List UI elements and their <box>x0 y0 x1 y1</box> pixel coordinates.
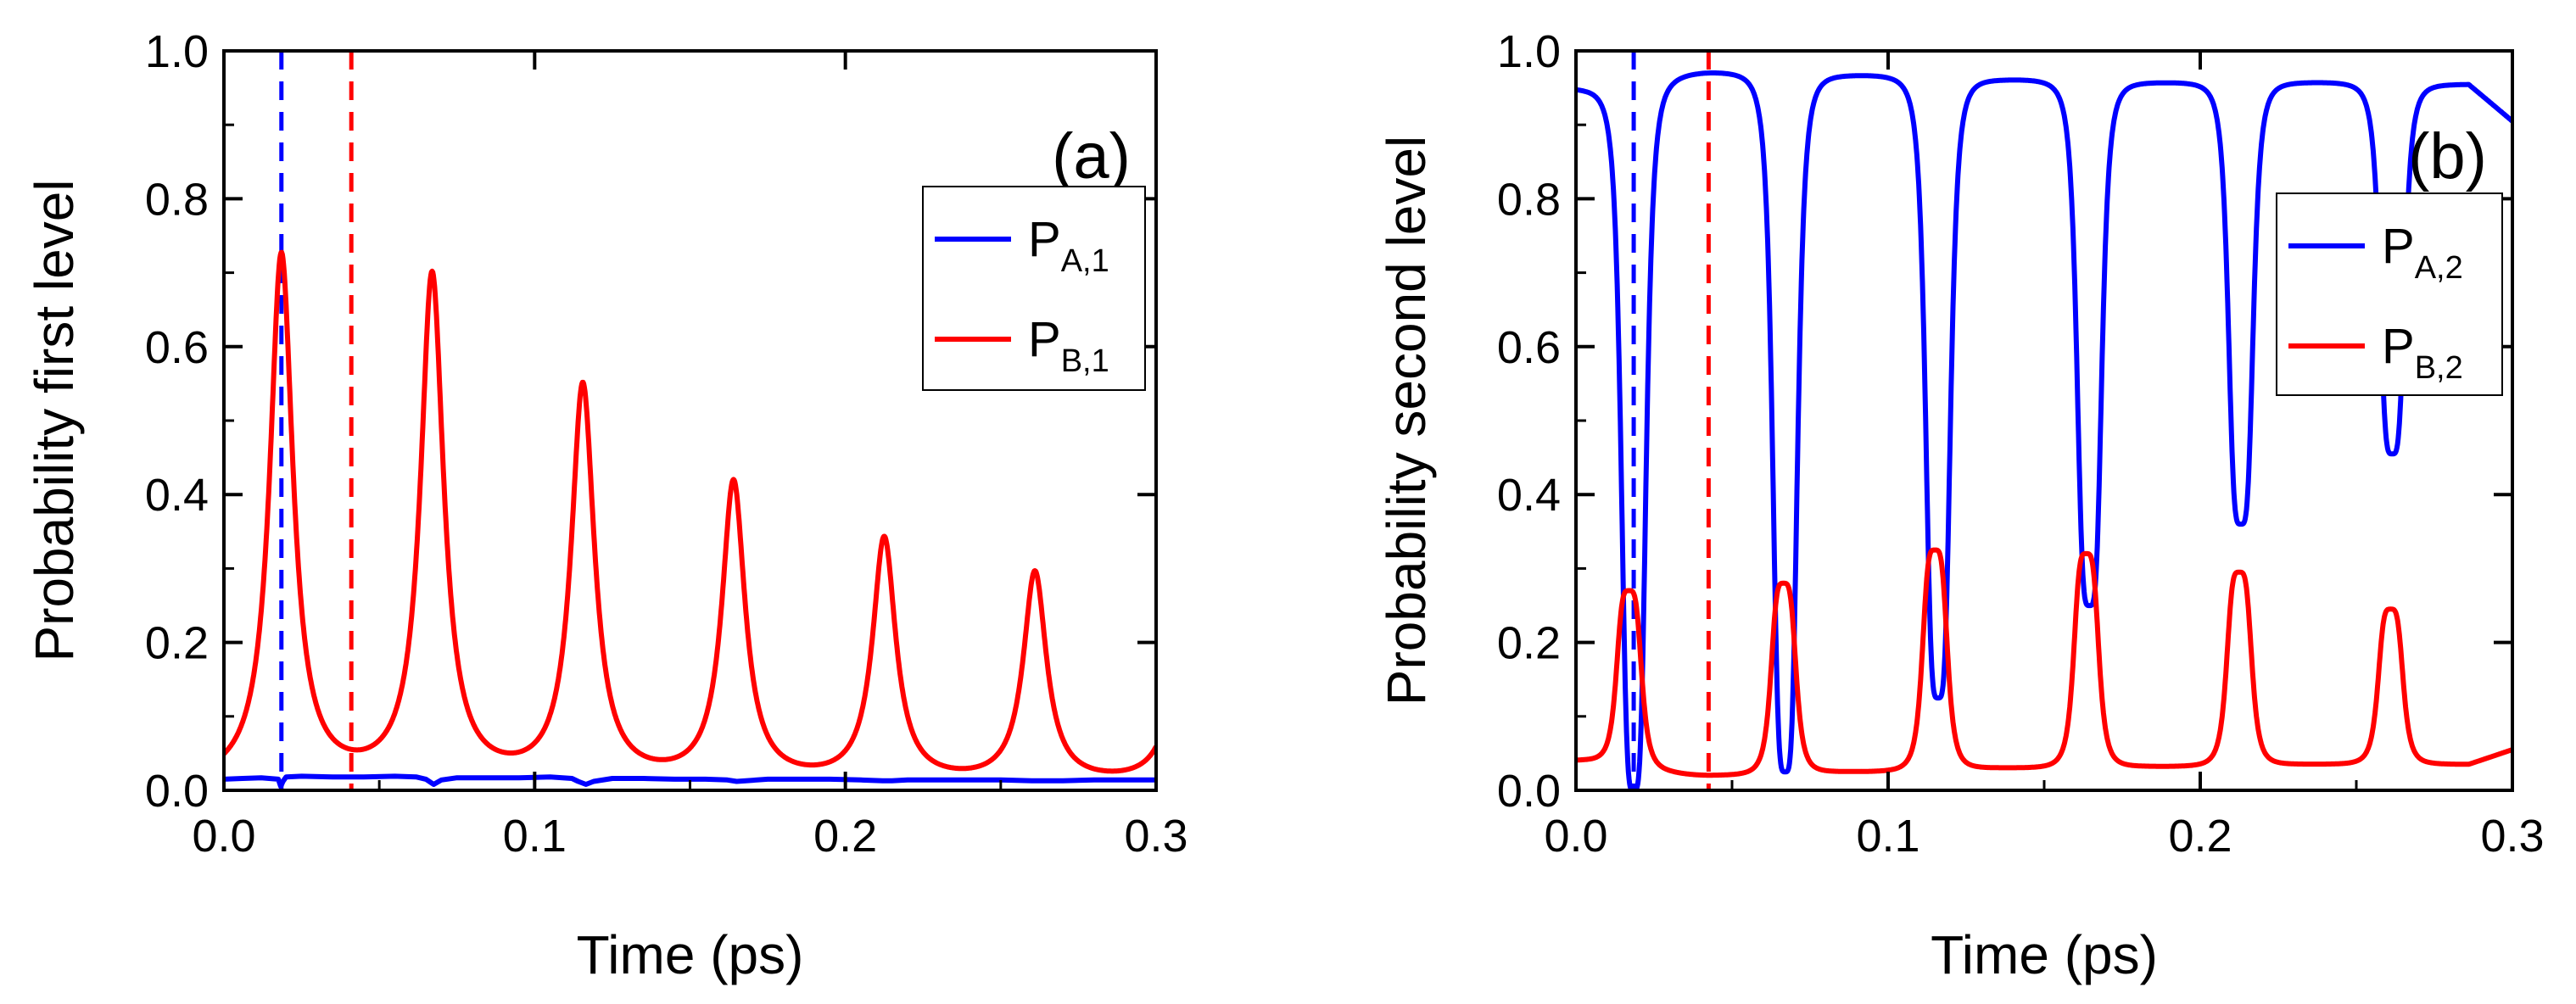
legend-entry: PA,2 <box>2382 219 2463 286</box>
x-tick-label: 0.2 <box>813 811 877 862</box>
x-tick-label: 0.2 <box>2168 811 2232 862</box>
axes-frame <box>222 49 1158 792</box>
y-axis-title: Probability second level <box>1376 136 1437 706</box>
panel-label: (a) <box>1052 120 1131 192</box>
x-tick-label: 0.0 <box>1544 811 1607 862</box>
series-line-A-2 <box>1576 70 2512 790</box>
y-tick-label: 1.0 <box>1497 26 1561 77</box>
y-axis-title: Probability first level <box>24 179 85 661</box>
y-tick-label: 0.6 <box>145 322 209 373</box>
x-axis-title: Time (ps) <box>1931 924 2158 985</box>
y-tick-label: 0.2 <box>1497 618 1561 669</box>
y-tick-label: 0.2 <box>145 618 209 669</box>
x-tick-label: 0.3 <box>2480 811 2544 862</box>
x-tick-label: 0.3 <box>1124 811 1187 862</box>
plot-area <box>1576 51 2512 790</box>
panel-label: (b) <box>2408 120 2487 192</box>
y-tick-label: 1.0 <box>145 26 209 77</box>
x-axis-title: Time (ps) <box>577 924 804 985</box>
y-tick-label: 0.0 <box>1497 766 1561 817</box>
y-tick-label: 0.4 <box>145 470 209 521</box>
y-tick-label: 0.0 <box>145 766 209 817</box>
legend: PA,2 PB,2 <box>2276 192 2503 396</box>
x-tick-label: 0.1 <box>503 811 567 862</box>
series-line-A-1 <box>224 773 1156 789</box>
plot-area <box>224 51 1156 790</box>
legend-entry: PB,2 <box>2382 319 2463 386</box>
legend-entry: PA,1 <box>1028 212 1109 279</box>
y-tick-label: 0.6 <box>1497 322 1561 373</box>
x-tick-label: 0.1 <box>1856 811 1919 862</box>
panel-b: 0.0 0.1 0.2 0.3 0.0 0.2 0.4 0.6 0.8 1.0 Time (ps) P… <box>1376 26 2545 985</box>
series-line-B-2 <box>1576 547 2512 778</box>
legend-box <box>922 186 1146 391</box>
x-tick-label: 0.0 <box>192 811 255 862</box>
y-tick-label: 0.4 <box>1497 470 1561 521</box>
y-tick-label: 0.8 <box>1497 174 1561 225</box>
legend-box <box>2276 192 2503 396</box>
series-line-B-1 <box>224 249 1156 774</box>
legend-entry: PB,1 <box>1028 312 1109 379</box>
panel-a: 0.0 0.1 0.2 0.3 0.0 0.2 0.4 0.6 0.8 1.0 Time (ps) P… <box>24 26 1188 985</box>
legend: PA,1 PB,1 <box>922 186 1146 391</box>
y-tick-label: 0.8 <box>145 174 209 225</box>
